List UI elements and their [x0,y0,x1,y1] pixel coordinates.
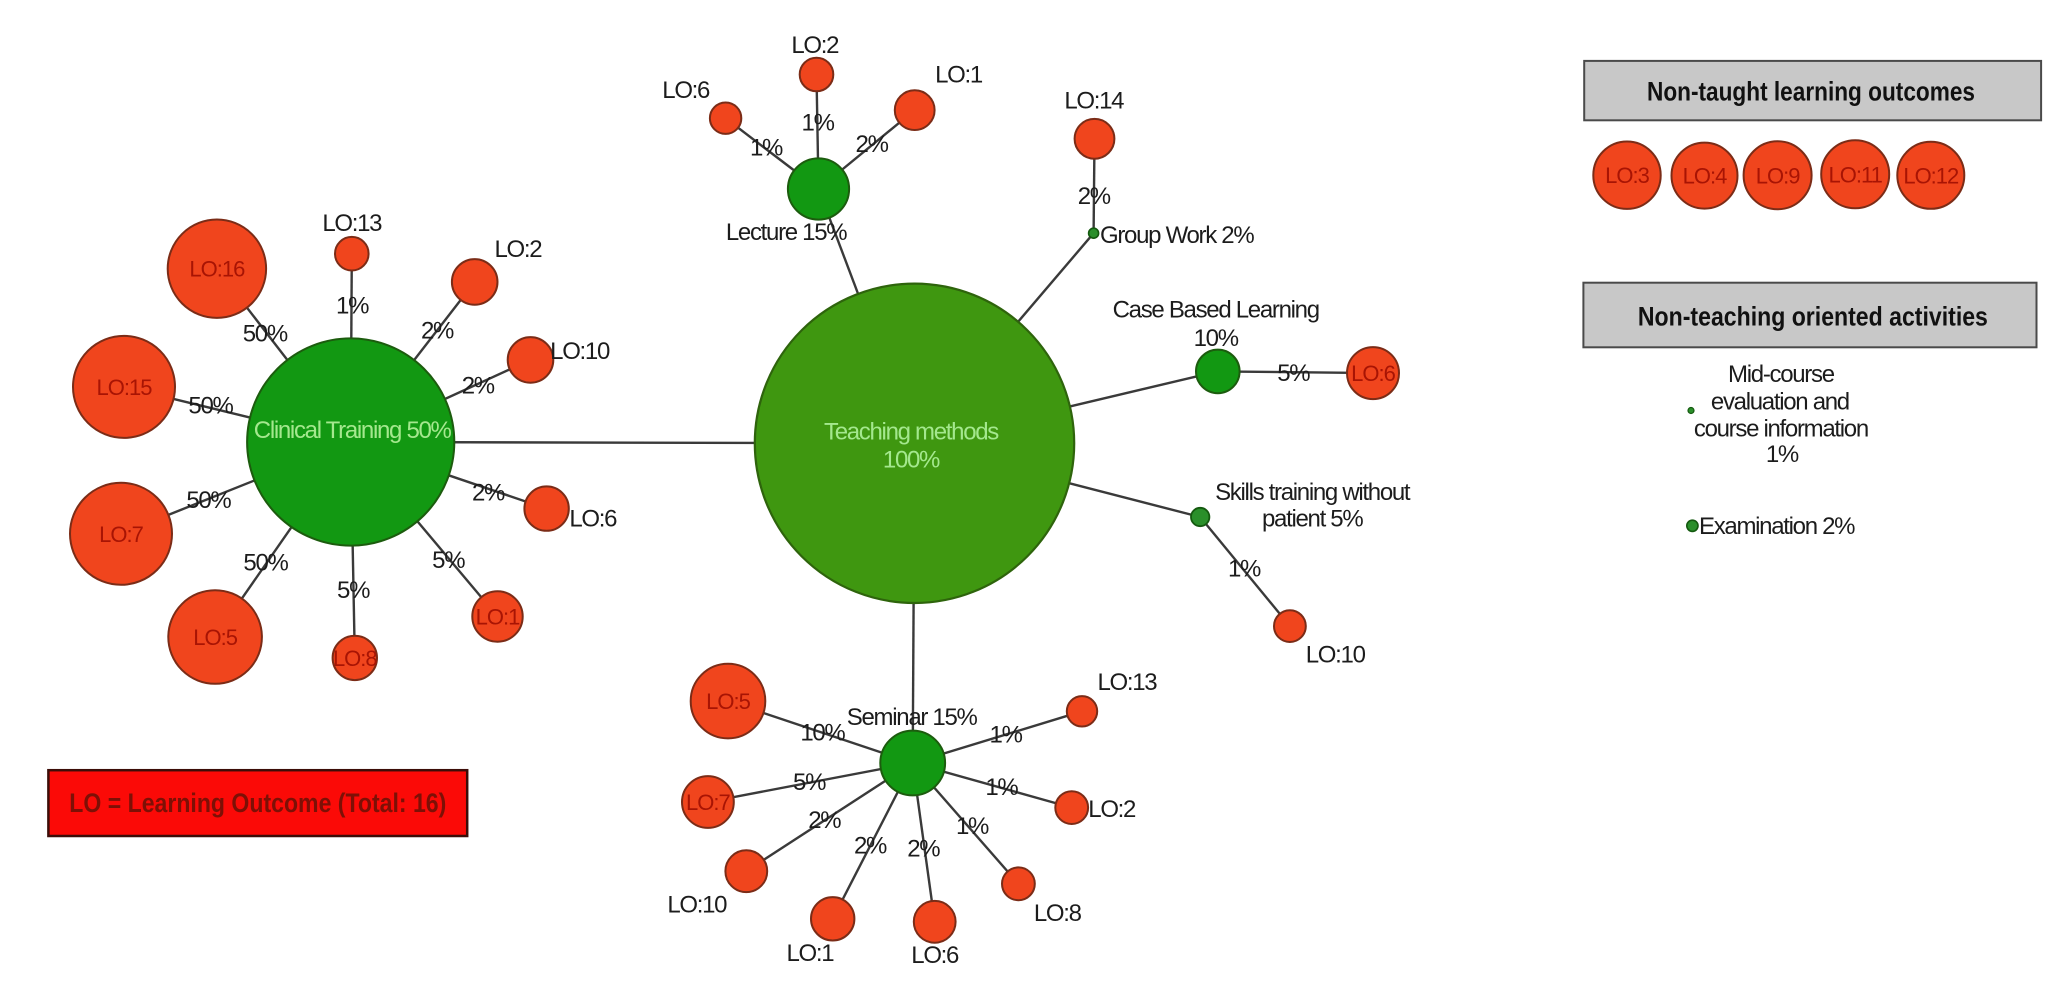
svg-text:LO:6: LO:6 [911,942,959,969]
svg-text:1%: 1% [802,109,835,136]
svg-text:LO:1: LO:1 [786,940,834,967]
svg-text:course information: course information [1694,416,1868,443]
svg-text:LO:6: LO:6 [569,506,617,533]
svg-text:LO = Learning Outcome (Total:: LO = Learning Outcome (Total: 16) [69,788,446,818]
svg-text:Case Based Learning: Case Based Learning [1113,296,1319,323]
svg-text:LO:7: LO:7 [686,790,730,815]
svg-text:5%: 5% [1277,360,1310,387]
svg-text:LO:8: LO:8 [1034,900,1082,927]
svg-text:LO:10: LO:10 [667,892,727,919]
svg-text:50%: 50% [188,393,233,420]
svg-text:Clinical Training 50%: Clinical Training 50% [254,417,452,444]
svg-text:2%: 2% [856,131,889,158]
svg-text:Group Work 2%: Group Work 2% [1100,222,1254,249]
svg-text:5%: 5% [432,547,465,574]
svg-text:LO:1: LO:1 [935,62,983,89]
svg-text:1%: 1% [985,774,1018,801]
svg-text:2%: 2% [854,833,887,860]
svg-text:LO:5: LO:5 [706,689,750,714]
svg-text:1%: 1% [956,813,989,840]
svg-text:Teaching methods: Teaching methods [824,419,999,446]
svg-text:LO:10: LO:10 [550,338,610,365]
svg-text:1%: 1% [1228,555,1261,582]
svg-text:LO:7: LO:7 [99,522,143,547]
svg-text:Examination 2%: Examination 2% [1699,513,1855,540]
svg-text:10%: 10% [1194,325,1239,352]
svg-text:Non-taught learning outcomes: Non-taught learning outcomes [1647,77,1975,107]
svg-text:2%: 2% [907,835,940,862]
svg-text:LO:2: LO:2 [1088,796,1136,823]
svg-text:LO:14: LO:14 [1064,88,1124,115]
svg-text:100%: 100% [883,447,940,474]
svg-text:Skills training without: Skills training without [1215,479,1411,506]
svg-text:Non-teaching oriented activiti: Non-teaching oriented activities [1638,302,1988,332]
svg-text:2%: 2% [1078,183,1111,210]
svg-text:LO:1: LO:1 [476,605,520,630]
svg-text:2%: 2% [462,372,495,399]
svg-text:LO:10: LO:10 [1306,642,1366,669]
svg-text:LO:8: LO:8 [333,646,377,671]
svg-text:evaluation and: evaluation and [1711,388,1849,415]
svg-text:1%: 1% [750,134,783,161]
svg-text:LO:5: LO:5 [193,625,237,650]
svg-text:2%: 2% [472,479,505,506]
svg-text:2%: 2% [808,807,841,834]
svg-text:LO:3: LO:3 [1605,163,1649,188]
svg-text:LO:16: LO:16 [189,257,245,282]
svg-text:Lecture 15%: Lecture 15% [726,219,847,246]
svg-text:LO:13: LO:13 [322,210,382,237]
svg-text:10%: 10% [800,719,845,746]
svg-text:LO:11: LO:11 [1829,162,1883,187]
svg-text:1%: 1% [1766,441,1799,468]
svg-text:2%: 2% [421,317,454,344]
svg-text:LO:6: LO:6 [1351,361,1395,386]
svg-text:50%: 50% [186,487,231,514]
svg-text:LO:2: LO:2 [494,236,542,263]
svg-text:LO:4: LO:4 [1683,164,1727,189]
svg-text:LO:12: LO:12 [1903,163,1959,188]
svg-text:LO:9: LO:9 [1756,163,1800,188]
svg-text:LO:6: LO:6 [662,77,710,104]
svg-text:LO:15: LO:15 [97,375,153,400]
svg-text:patient 5%: patient 5% [1262,505,1363,532]
svg-text:Seminar 15%: Seminar 15% [847,704,978,731]
svg-text:50%: 50% [243,550,288,577]
svg-text:5%: 5% [337,577,370,604]
svg-text:5%: 5% [793,769,826,796]
svg-text:LO:2: LO:2 [791,32,839,59]
svg-text:Mid-course: Mid-course [1728,361,1835,388]
svg-text:1%: 1% [336,293,369,320]
svg-text:1%: 1% [990,722,1023,749]
svg-text:LO:13: LO:13 [1097,669,1157,696]
svg-text:50%: 50% [243,320,288,347]
